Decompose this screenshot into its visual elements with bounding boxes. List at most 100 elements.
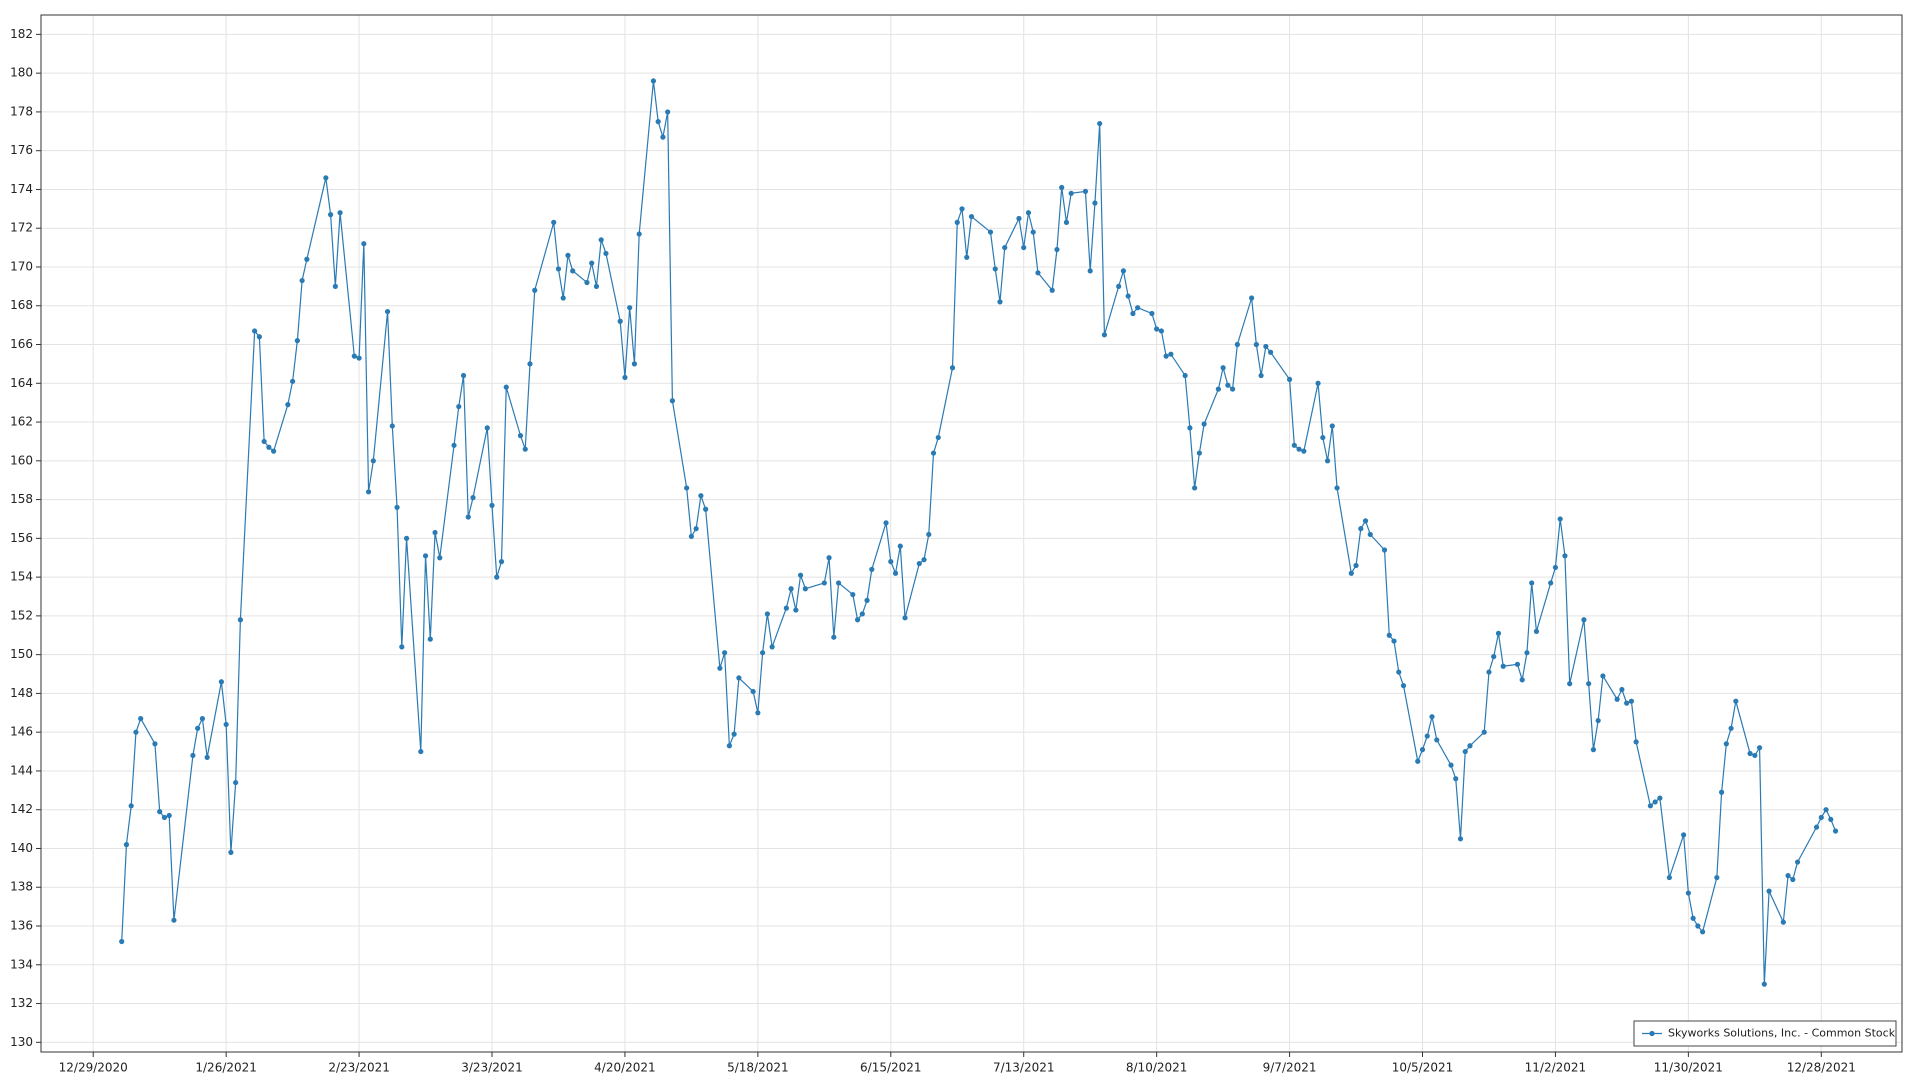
data-point [864, 597, 870, 603]
data-point [1002, 244, 1008, 251]
data-point [593, 283, 600, 289]
data-point [1248, 295, 1255, 301]
data-point [888, 559, 894, 565]
data-point [684, 485, 690, 491]
y-tick-label: 156 [10, 531, 33, 545]
data-point [589, 260, 595, 266]
data-point [750, 688, 756, 695]
data-point [1614, 696, 1620, 702]
data-point [1434, 737, 1440, 743]
data-point [1334, 485, 1340, 491]
data-point [384, 308, 391, 315]
data-point [617, 318, 623, 324]
data-point [1624, 700, 1630, 706]
plot-background [41, 15, 1902, 1052]
x-tick-label: 12/28/2021 [1787, 1061, 1856, 1075]
data-point [1462, 748, 1468, 755]
data-point [517, 433, 524, 439]
data-point [394, 504, 400, 510]
y-tick-label: 168 [10, 298, 33, 312]
y-tick-label: 176 [10, 143, 33, 157]
x-tick-label: 10/5/2021 [1392, 1061, 1454, 1075]
data-point [1348, 570, 1354, 576]
data-point [921, 557, 927, 563]
data-point [218, 679, 225, 685]
data-point [1657, 795, 1663, 801]
data-point [1733, 698, 1739, 704]
data-point [949, 365, 956, 371]
data-point [456, 403, 462, 410]
data-point [1562, 553, 1568, 559]
data-point [365, 489, 372, 495]
data-point [1016, 215, 1022, 222]
data-point [1291, 442, 1297, 448]
data-point [427, 636, 433, 642]
data-point [195, 725, 201, 731]
data-point [930, 450, 937, 456]
data-point [1467, 743, 1473, 749]
data-point [1419, 747, 1426, 753]
data-point [631, 361, 638, 367]
data-point [1666, 874, 1672, 881]
series-line [121, 80, 1837, 985]
data-point [1068, 190, 1074, 196]
y-tick-label: 136 [10, 919, 33, 933]
data-point [119, 938, 125, 945]
data-point [1230, 386, 1236, 392]
data-point [233, 779, 239, 786]
data-point [1234, 341, 1240, 348]
data-point [228, 849, 234, 855]
data-point [527, 361, 533, 367]
x-tick-label: 5/18/2021 [727, 1061, 789, 1075]
data-point [1652, 799, 1658, 805]
data-point [783, 605, 789, 611]
data-point [1586, 681, 1592, 687]
data-point [769, 644, 775, 650]
data-point [1514, 661, 1521, 667]
data-point [835, 580, 842, 586]
y-tick-label: 144 [10, 763, 33, 777]
data-point [1215, 386, 1221, 392]
data-point [1386, 632, 1392, 638]
data-point [1500, 663, 1506, 669]
data-point [1718, 789, 1725, 795]
data-point [256, 334, 262, 340]
data-point [883, 520, 889, 526]
data-point [1495, 630, 1502, 636]
data-point [797, 572, 804, 578]
data-point [451, 442, 457, 448]
data-point [859, 611, 865, 617]
data-point [1647, 803, 1653, 809]
data-point [1320, 434, 1326, 441]
y-tick-label: 166 [10, 337, 33, 351]
data-point [1590, 747, 1597, 753]
data-point [337, 210, 343, 216]
x-tick-label: 11/2/2021 [1525, 1061, 1587, 1075]
data-point [1030, 229, 1036, 235]
data-point [1097, 120, 1103, 127]
data-point [850, 591, 856, 598]
data-point [1196, 450, 1202, 456]
data-point [1486, 669, 1492, 675]
data-point [954, 219, 960, 225]
data-point [1301, 448, 1307, 454]
data-point [370, 458, 376, 464]
data-point [1187, 425, 1193, 431]
data-point [1690, 915, 1696, 921]
data-point [1595, 717, 1601, 724]
data-point [1761, 981, 1767, 987]
data-point [1315, 380, 1321, 386]
data-point [1633, 739, 1639, 745]
data-point [1168, 351, 1174, 357]
data-point [1267, 349, 1274, 355]
data-point [997, 299, 1003, 305]
data-point [1681, 832, 1687, 838]
data-point [1353, 562, 1359, 569]
data-point [1087, 268, 1093, 274]
data-point [1120, 268, 1127, 274]
data-point [1182, 372, 1188, 379]
data-point [1149, 310, 1155, 317]
y-tick-label: 150 [10, 647, 33, 661]
data-point [688, 533, 695, 540]
